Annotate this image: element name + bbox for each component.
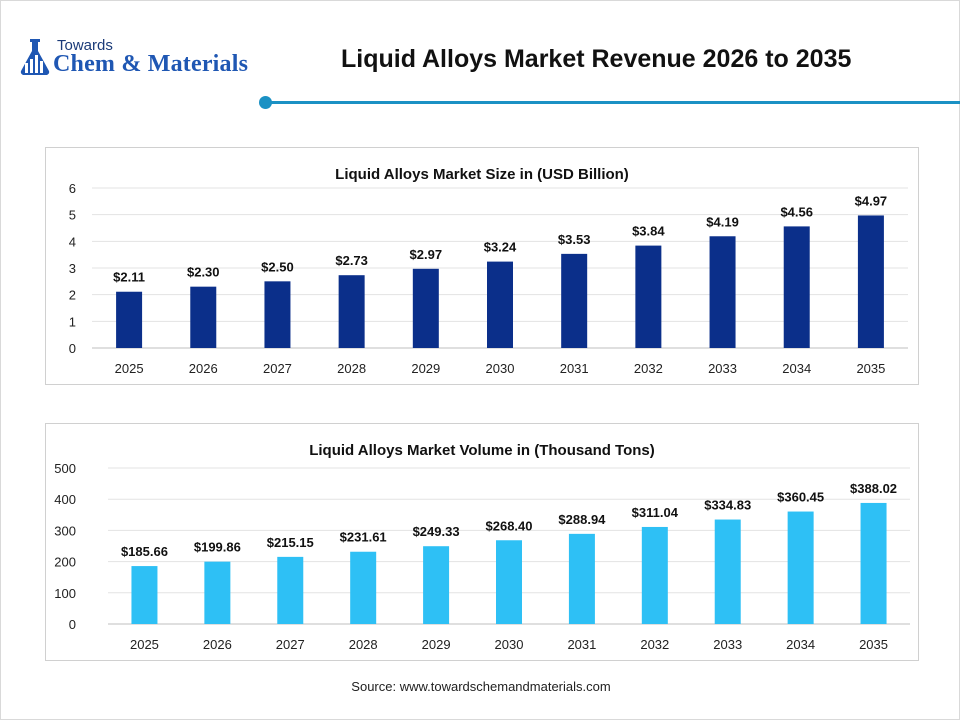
market-volume-chart-panel: Liquid Alloys Market Volume in (Thousand… xyxy=(45,423,919,661)
x-tick-label: 2035 xyxy=(856,361,885,376)
chart-title: Liquid Alloys Market Volume in (Thousand… xyxy=(309,442,655,459)
bar-2032 xyxy=(641,526,668,624)
data-label: $185.66 xyxy=(121,544,168,559)
bar-2027 xyxy=(264,281,291,348)
data-label: $249.33 xyxy=(413,524,460,539)
x-tick-label: 2026 xyxy=(189,361,218,376)
flask-icon xyxy=(20,39,50,76)
data-label: $268.40 xyxy=(486,518,533,533)
y-tick-label: 100 xyxy=(54,586,76,601)
x-tick-label: 2028 xyxy=(349,637,378,652)
x-tick-label: 2030 xyxy=(495,637,524,652)
data-label: $4.19 xyxy=(706,214,739,229)
x-tick-label: 2033 xyxy=(713,637,742,652)
x-tick-label: 2029 xyxy=(422,637,451,652)
data-label: $3.53 xyxy=(558,232,591,247)
data-label: $2.30 xyxy=(187,265,220,280)
data-label: $288.94 xyxy=(558,512,606,527)
market-size-chart-panel: Liquid Alloys Market Size in (USD Billio… xyxy=(45,147,919,385)
x-tick-label: 2035 xyxy=(859,637,888,652)
market-volume-chart: Liquid Alloys Market Volume in (Thousand… xyxy=(54,442,910,652)
bar-2033 xyxy=(709,236,736,348)
y-tick-label: 6 xyxy=(69,181,76,196)
data-label: $3.84 xyxy=(632,224,665,239)
y-tick-label: 400 xyxy=(54,492,76,507)
data-label: $3.24 xyxy=(484,240,517,255)
data-label: $311.04 xyxy=(632,505,679,520)
bar-2028 xyxy=(350,551,377,624)
bar-2030 xyxy=(496,540,522,624)
data-label: $4.56 xyxy=(780,204,813,219)
data-label: $2.11 xyxy=(113,270,145,285)
title-rule-dot xyxy=(259,96,272,109)
data-label: $199.86 xyxy=(194,540,241,555)
bar-2032 xyxy=(635,245,662,348)
logo-main-text: Chem & Materials xyxy=(53,51,249,77)
y-tick-label: 300 xyxy=(54,523,76,538)
x-tick-label: 2031 xyxy=(567,637,596,652)
data-label: $360.45 xyxy=(777,490,824,505)
x-tick-label: 2034 xyxy=(786,637,815,652)
title-rule xyxy=(266,101,960,104)
y-tick-label: 2 xyxy=(69,288,76,303)
x-tick-label: 2028 xyxy=(337,361,366,376)
bar-2031 xyxy=(568,533,595,624)
bar-2027 xyxy=(277,556,304,624)
y-tick-label: 0 xyxy=(69,341,76,356)
bar-2031 xyxy=(561,253,588,348)
bar-2034 xyxy=(783,226,810,348)
x-tick-label: 2031 xyxy=(560,361,589,376)
bar-2035 xyxy=(860,502,887,624)
data-label: $388.02 xyxy=(850,481,897,496)
bar-2030 xyxy=(487,261,513,348)
bar-2025 xyxy=(116,291,143,348)
x-tick-label: 2029 xyxy=(411,361,440,376)
page-title: Liquid Alloys Market Revenue 2026 to 203… xyxy=(341,45,852,73)
y-tick-label: 500 xyxy=(54,461,76,476)
y-tick-label: 200 xyxy=(54,555,76,570)
chart-title: Liquid Alloys Market Size in (USD Billio… xyxy=(335,166,629,183)
data-label: $4.97 xyxy=(855,193,888,208)
x-tick-label: 2027 xyxy=(263,361,292,376)
data-label: $2.50 xyxy=(261,259,294,274)
y-tick-label: 5 xyxy=(69,208,76,223)
x-tick-label: 2027 xyxy=(276,637,305,652)
bar-2033 xyxy=(714,519,741,624)
y-tick-label: 4 xyxy=(69,234,76,249)
bar-2025 xyxy=(131,566,158,624)
data-label: $2.97 xyxy=(410,247,443,262)
bar-2035 xyxy=(857,215,884,348)
data-label: $215.15 xyxy=(267,535,314,550)
logo-small-text: Towards xyxy=(57,37,113,54)
x-tick-label: 2034 xyxy=(782,361,811,376)
bar-2026 xyxy=(204,561,231,624)
source-note: Source: www.towardschemandmaterials.com xyxy=(351,679,611,694)
y-tick-label: 3 xyxy=(69,261,76,276)
bar-2028 xyxy=(338,275,365,348)
x-tick-label: 2033 xyxy=(708,361,737,376)
bar-2029 xyxy=(412,268,439,348)
x-tick-label: 2025 xyxy=(130,637,159,652)
bar-2026 xyxy=(190,286,217,348)
bar-2029 xyxy=(423,546,450,624)
data-label: $2.73 xyxy=(335,253,368,268)
y-tick-label: 0 xyxy=(69,617,76,632)
x-tick-label: 2030 xyxy=(486,361,515,376)
market-size-chart: Liquid Alloys Market Size in (USD Billio… xyxy=(69,166,908,376)
x-tick-label: 2026 xyxy=(203,637,232,652)
x-tick-label: 2025 xyxy=(115,361,144,376)
data-label: $334.83 xyxy=(704,498,751,513)
bar-2034 xyxy=(787,511,814,624)
y-tick-label: 1 xyxy=(69,314,76,329)
brand-logo: Towards Chem & Materials xyxy=(17,35,267,83)
data-label: $231.61 xyxy=(340,530,387,545)
x-tick-label: 2032 xyxy=(640,637,669,652)
x-tick-label: 2032 xyxy=(634,361,663,376)
